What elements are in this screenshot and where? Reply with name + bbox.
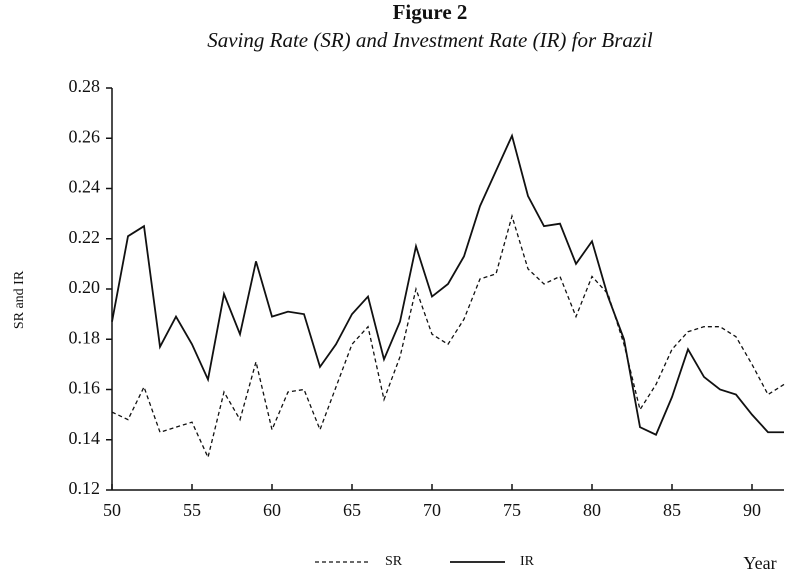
y-tick-label: 0.18 (69, 327, 101, 347)
y-tick-label: 0.12 (69, 478, 101, 498)
y-tick-label: 0.26 (69, 126, 101, 146)
y-tick-label: 0.14 (69, 428, 101, 448)
x-axis-label: Year (743, 553, 776, 573)
y-tick-label: 0.28 (69, 76, 101, 96)
x-tick-label: 75 (503, 500, 521, 520)
y-tick-label: 0.24 (69, 177, 101, 197)
series-line (111, 213, 785, 460)
chart-subtitle: Saving Rate (SR) and Investment Rate (IR… (207, 28, 653, 52)
chart-title: Figure 2 (393, 0, 468, 24)
legend-label: IR (520, 554, 535, 569)
x-tick-label: 70 (423, 500, 441, 520)
legend-label: SR (385, 554, 403, 569)
x-tick-label: 65 (343, 500, 361, 520)
x-tick-label: 85 (663, 500, 681, 520)
y-tick-label: 0.16 (69, 378, 101, 398)
y-axis-label: SR and IR (12, 270, 27, 329)
x-tick-label: 55 (183, 500, 201, 520)
series-line (111, 133, 784, 436)
x-tick-label: 90 (743, 500, 761, 520)
y-tick-label: 0.22 (69, 227, 101, 247)
x-tick-label: 60 (263, 500, 281, 520)
x-tick-label: 80 (583, 500, 601, 520)
y-tick-label: 0.20 (69, 277, 101, 297)
x-tick-label: 50 (103, 500, 121, 520)
